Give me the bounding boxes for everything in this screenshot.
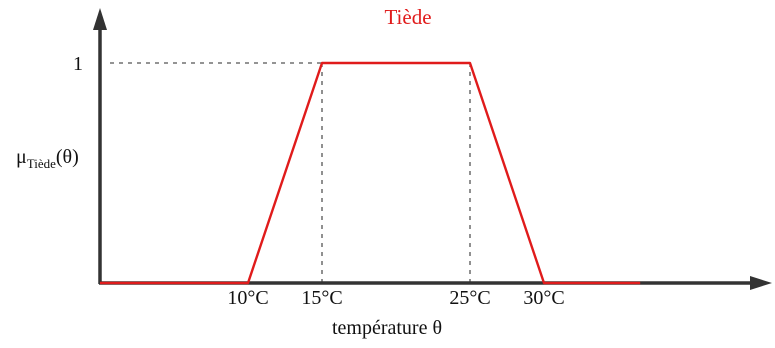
guide-lines: [110, 62, 471, 283]
x-axis-arrowhead: [750, 276, 772, 290]
y-axis-label-suffix: (θ): [56, 146, 79, 168]
x-tick-labels: 10°C 15°C 25°C 30°C: [227, 287, 564, 309]
axes: [93, 8, 772, 290]
y-axis-label-base: μ: [16, 146, 27, 168]
x-tick-label-15: 15°C: [301, 287, 342, 309]
y-axis-label-subscript: Tiède: [27, 156, 56, 171]
series-group: [100, 61, 641, 285]
y-axis-arrowhead: [93, 8, 107, 30]
x-tick-label-10: 10°C: [227, 287, 268, 309]
chart-title: Tiède: [384, 5, 431, 29]
y-axis-label: μTiède(θ): [16, 146, 79, 171]
x-axis-label: température θ: [332, 317, 442, 339]
x-tick-label-25: 25°C: [449, 287, 490, 309]
text-labels: Tiède 1 μTiède(θ) température θ: [16, 5, 442, 339]
y-tick-label: 1: [73, 53, 83, 75]
series-line-tiede: [100, 61, 641, 285]
x-tick-label-30: 30°C: [523, 287, 564, 309]
